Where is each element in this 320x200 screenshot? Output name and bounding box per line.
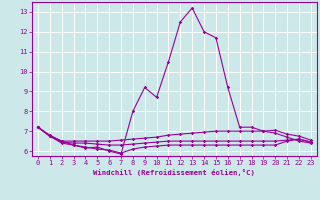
X-axis label: Windchill (Refroidissement éolien,°C): Windchill (Refroidissement éolien,°C) [93,169,255,176]
